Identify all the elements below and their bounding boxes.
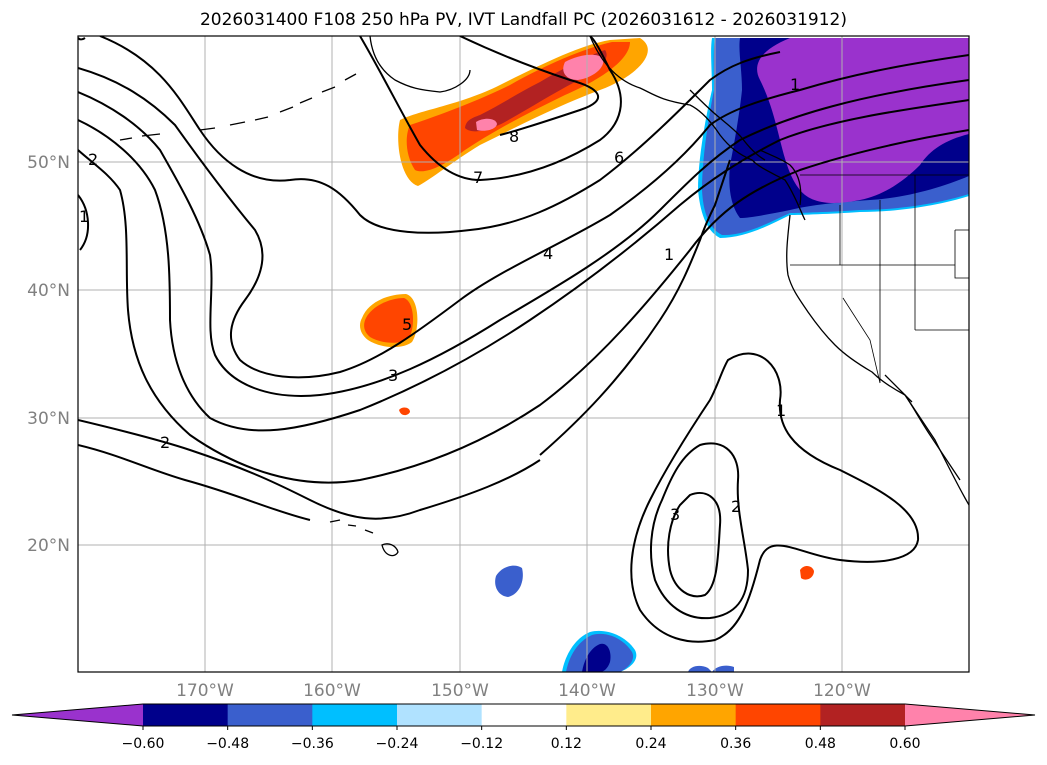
- contour-label-2-west: 2: [160, 433, 170, 452]
- positive-anomaly-southeast: [800, 565, 814, 580]
- lon-label-150w: 150°W: [431, 681, 489, 701]
- contour-label-7: 7: [473, 168, 483, 187]
- contour-label-1-upper: 1: [664, 245, 674, 264]
- colorbar-bin: [820, 704, 906, 726]
- colorbar-tick-label: −0.48: [206, 736, 249, 752]
- colorbar-bin: [566, 704, 652, 726]
- colorbar-bin: [312, 704, 398, 726]
- negative-anomaly-south-core: [582, 643, 611, 672]
- contour-label-4: 4: [543, 244, 553, 263]
- contour-3-loop: [667, 492, 722, 598]
- contour-5: [78, 54, 969, 379]
- colorbar-extend-high: [905, 704, 1035, 726]
- colorbar-extend-low: [12, 704, 143, 726]
- lat-label-20n: 20°N: [27, 536, 70, 556]
- lat-label-50n: 50°N: [27, 153, 70, 173]
- contour-label-1-east: 1: [776, 401, 786, 420]
- contour-3: [78, 99, 969, 432]
- contour-2-loop: [649, 442, 750, 620]
- positive-anomaly-pink-2: [476, 118, 497, 131]
- lon-label-170w: 170°W: [176, 681, 234, 701]
- colorbar-bin: [651, 704, 737, 726]
- latitude-labels: 50°N 40°N 30°N 20°N: [27, 153, 70, 556]
- contour-8: [459, 36, 600, 136]
- colorbar-tick-label: 0.36: [720, 736, 751, 752]
- contour-label-5: 5: [402, 315, 412, 334]
- positive-anomaly-pink-1: [563, 54, 604, 80]
- contour-2: [78, 129, 969, 484]
- contour-label-3-west: 3: [388, 366, 398, 385]
- colorbar-bin: [735, 704, 821, 726]
- negative-anomaly-south-speck: [688, 665, 734, 672]
- colorbar-tick-label: 0.48: [805, 736, 836, 752]
- lat-label-40n: 40°N: [27, 281, 70, 301]
- us-west-coast: [786, 214, 969, 506]
- coastlines: [119, 36, 969, 557]
- colorbar: −0.60 −0.48 −0.36 −0.24 −0.12 0.12 0.24 0.36 0.4…: [11, 703, 1036, 752]
- contour-1-loop: [630, 352, 920, 643]
- colorbar-bin: [227, 704, 313, 726]
- contour-2-south: [78, 444, 311, 521]
- colorbar-tick-label: 0.12: [551, 736, 582, 752]
- contour-label-2-northwest: 2: [88, 150, 98, 169]
- contour-label-6: 6: [614, 148, 624, 167]
- colorbar-bin: [481, 704, 567, 726]
- lon-label-160w: 160°W: [303, 681, 361, 701]
- contour-1-west: [78, 194, 89, 251]
- colorbar-tick-label: −0.12: [460, 736, 503, 752]
- us-state-borders: [790, 175, 969, 384]
- figure-title: 2026031400 F108 250 hPa PV, IVT Landfall…: [199, 10, 847, 30]
- contour-label-3-east: 3: [670, 505, 680, 524]
- colorbar-tick-label: −0.24: [376, 736, 419, 752]
- contour-1-south: [539, 159, 731, 456]
- contour-6: [99, 36, 781, 234]
- colorbar-tick-label: −0.60: [122, 736, 165, 752]
- contour-4: [78, 79, 969, 397]
- colorbar-tick-label: 0.24: [635, 736, 666, 752]
- graticule: [78, 36, 969, 672]
- colorbar-bin: [143, 704, 229, 726]
- aleutian-islands: [119, 73, 357, 141]
- ivt-negative-shading: [495, 38, 969, 672]
- longitude-labels: 170°W 160°W 150°W 140°W 130°W 120°W: [176, 681, 871, 701]
- colorbar-bin: [397, 704, 483, 726]
- contour-label-2-east: 2: [731, 497, 741, 516]
- map-frame: [77, 35, 970, 673]
- lon-label-120w: 120°W: [813, 681, 871, 701]
- positive-anomaly-subtropical-core: [364, 298, 414, 343]
- pv-contours: [78, 36, 969, 643]
- baja-gulf: [884, 374, 961, 481]
- contour-7: [359, 36, 622, 182]
- positive-anomaly-speck: [399, 407, 410, 416]
- ivt-positive-shading: [360, 38, 814, 580]
- bc-coast: [689, 89, 802, 206]
- contour-labels: 8 7 6 4 1 2 1 5 3 2 1 3 2 1: [79, 75, 800, 524]
- contour-label-1-northeast: 1: [790, 75, 800, 94]
- contour-2-west: [78, 419, 541, 520]
- colorbar-tick-label: −0.36: [291, 736, 334, 752]
- lat-label-30n: 30°N: [27, 409, 70, 429]
- contour-label-8: 8: [509, 127, 519, 146]
- hawaii-islands: [329, 519, 399, 557]
- alaska-coast: [369, 36, 806, 221]
- negative-anomaly-subtropical: [495, 565, 523, 597]
- lon-label-140w: 140°W: [558, 681, 616, 701]
- colorbar-tick-label: 0.60: [889, 736, 920, 752]
- lon-label-130w: 130°W: [686, 681, 744, 701]
- contour-label-1-northwest: 1: [79, 207, 89, 226]
